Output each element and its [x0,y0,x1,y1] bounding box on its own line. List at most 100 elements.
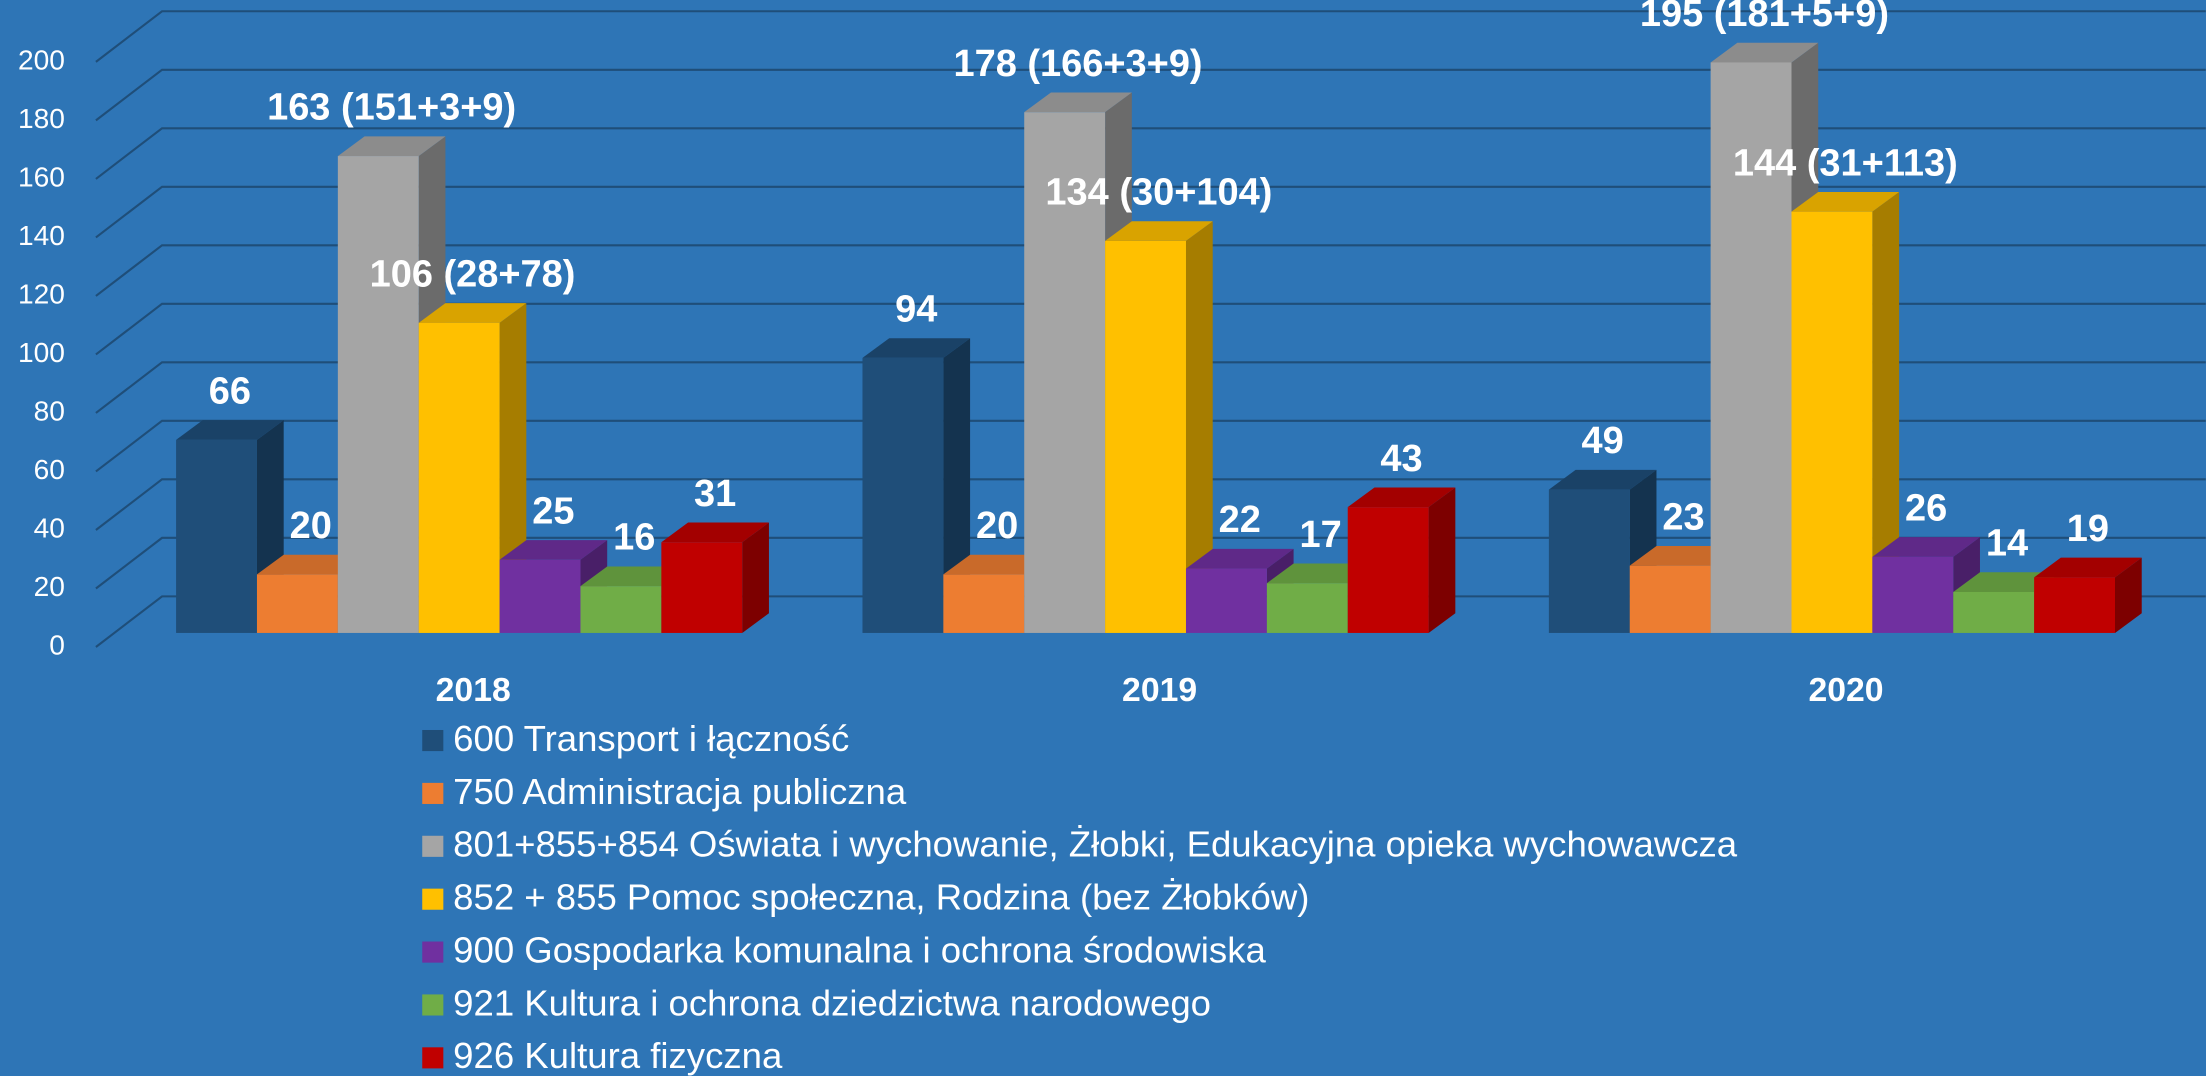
bar-front [1185,568,1267,633]
legend-swatch [422,941,444,963]
legend-swatch [422,888,444,910]
y-tick-label: 40 [34,512,65,543]
data-label: 20 [976,505,1018,547]
data-label: 163 (151+3+9) [267,87,516,129]
bar-front [176,439,257,633]
bar-front [1629,565,1711,633]
bar [1105,221,1213,633]
bar-top [1629,545,1738,566]
y-tick-label: 60 [34,454,65,485]
bar-top [176,420,284,440]
bar-side [1185,221,1213,633]
bar-top [499,540,608,560]
data-label: 195 (181+5+9) [1640,0,1889,35]
data-label: 19 [2067,508,2109,550]
data-label: 20 [290,505,332,547]
data-label: 134 (30+104) [1045,172,1272,214]
bar-top [661,522,769,543]
y-tick-label: 160 [18,161,65,192]
legend-label: 750 Administracja publiczna [453,771,907,812]
bar-top [943,554,1051,575]
y-tick-label: 100 [18,337,65,368]
bar-top [862,338,971,358]
grid-line [95,361,2206,414]
bar-side [742,522,769,633]
grid-line [95,10,2206,63]
grid-line [95,419,2206,473]
bar-top [1024,92,1132,113]
bar-side [1428,487,1456,633]
bar-front [1024,112,1106,633]
bar-top [1872,537,1980,557]
bar-top [337,136,446,157]
legend-label: 926 Kultura fizyczna [453,1035,783,1076]
grid-line [95,478,2206,531]
bar [2034,557,2142,633]
bar-top [1266,563,1375,584]
data-label: 14 [1986,523,2028,565]
bar-front [1347,507,1429,633]
bar-front [661,542,743,633]
bar-side [943,338,971,633]
bar-top [418,303,527,323]
bar-front [1953,591,2035,633]
data-label: 106 (28+78) [370,253,576,295]
data-label: 23 [1662,496,1704,538]
bar-front [337,156,419,633]
bar-front [580,586,662,633]
grid-line [95,244,2206,297]
bar-front [418,322,500,633]
y-tick-label: 0 [49,629,65,660]
data-label: 22 [1219,499,1261,541]
bar-front [1710,62,1792,633]
data-label: 49 [1582,420,1624,462]
bar-front [1548,489,1630,633]
y-tick-label: 20 [34,571,65,602]
legend-label: 900 Gospodarka komunalna i ochrona środo… [453,929,1266,970]
x-tick-label: 2018 [436,671,511,709]
bar [661,522,769,633]
legend-swatch [422,782,444,804]
bar [499,540,608,633]
bar-front [2034,577,2116,633]
bar-front [862,357,944,633]
y-tick-label: 80 [34,395,65,426]
bar-top [256,554,365,575]
bar [862,338,971,633]
legend-swatch [422,1047,444,1069]
grid-line [95,536,2206,590]
bar-top [1105,221,1213,241]
bar-front [499,559,581,633]
data-label: 94 [895,289,937,331]
data-label: 16 [613,517,655,559]
bar-front [1872,556,1954,633]
grid-line [95,68,2206,122]
x-tick-label: 2020 [1808,671,1883,709]
data-label: 178 (166+3+9) [953,43,1202,85]
legend-label: 921 Kultura i ochrona dziedzictwa narodo… [453,982,1211,1023]
bar [1548,469,1657,633]
bar-front [1266,583,1348,633]
data-label: 43 [1380,438,1422,480]
bar-top [580,566,689,587]
bar-side [2115,557,2142,633]
bar-front [943,574,1025,633]
data-label: 144 (31+113) [1733,142,1958,184]
legend-label: 852 + 855 Pomoc społeczna, Rodzina (bez … [453,877,1309,918]
legend-label: 600 Transport i łączność [453,718,849,759]
bar [1347,487,1456,633]
bar-top [1710,42,1819,63]
data-label: 17 [1300,514,1342,556]
bar-side [1872,191,1900,633]
bar-front [1791,211,1873,633]
bar-top [1347,487,1456,508]
grid-line [95,185,2206,239]
bar-top [1185,548,1294,569]
bar-front [1105,240,1186,633]
data-label: 66 [209,370,251,412]
legend-label: 801+855+854 Oświata i wychowanie, Żłobki… [453,824,1738,865]
bar-top [1953,572,2061,592]
data-label: 31 [694,473,736,515]
x-tick-label: 2019 [1122,671,1197,709]
